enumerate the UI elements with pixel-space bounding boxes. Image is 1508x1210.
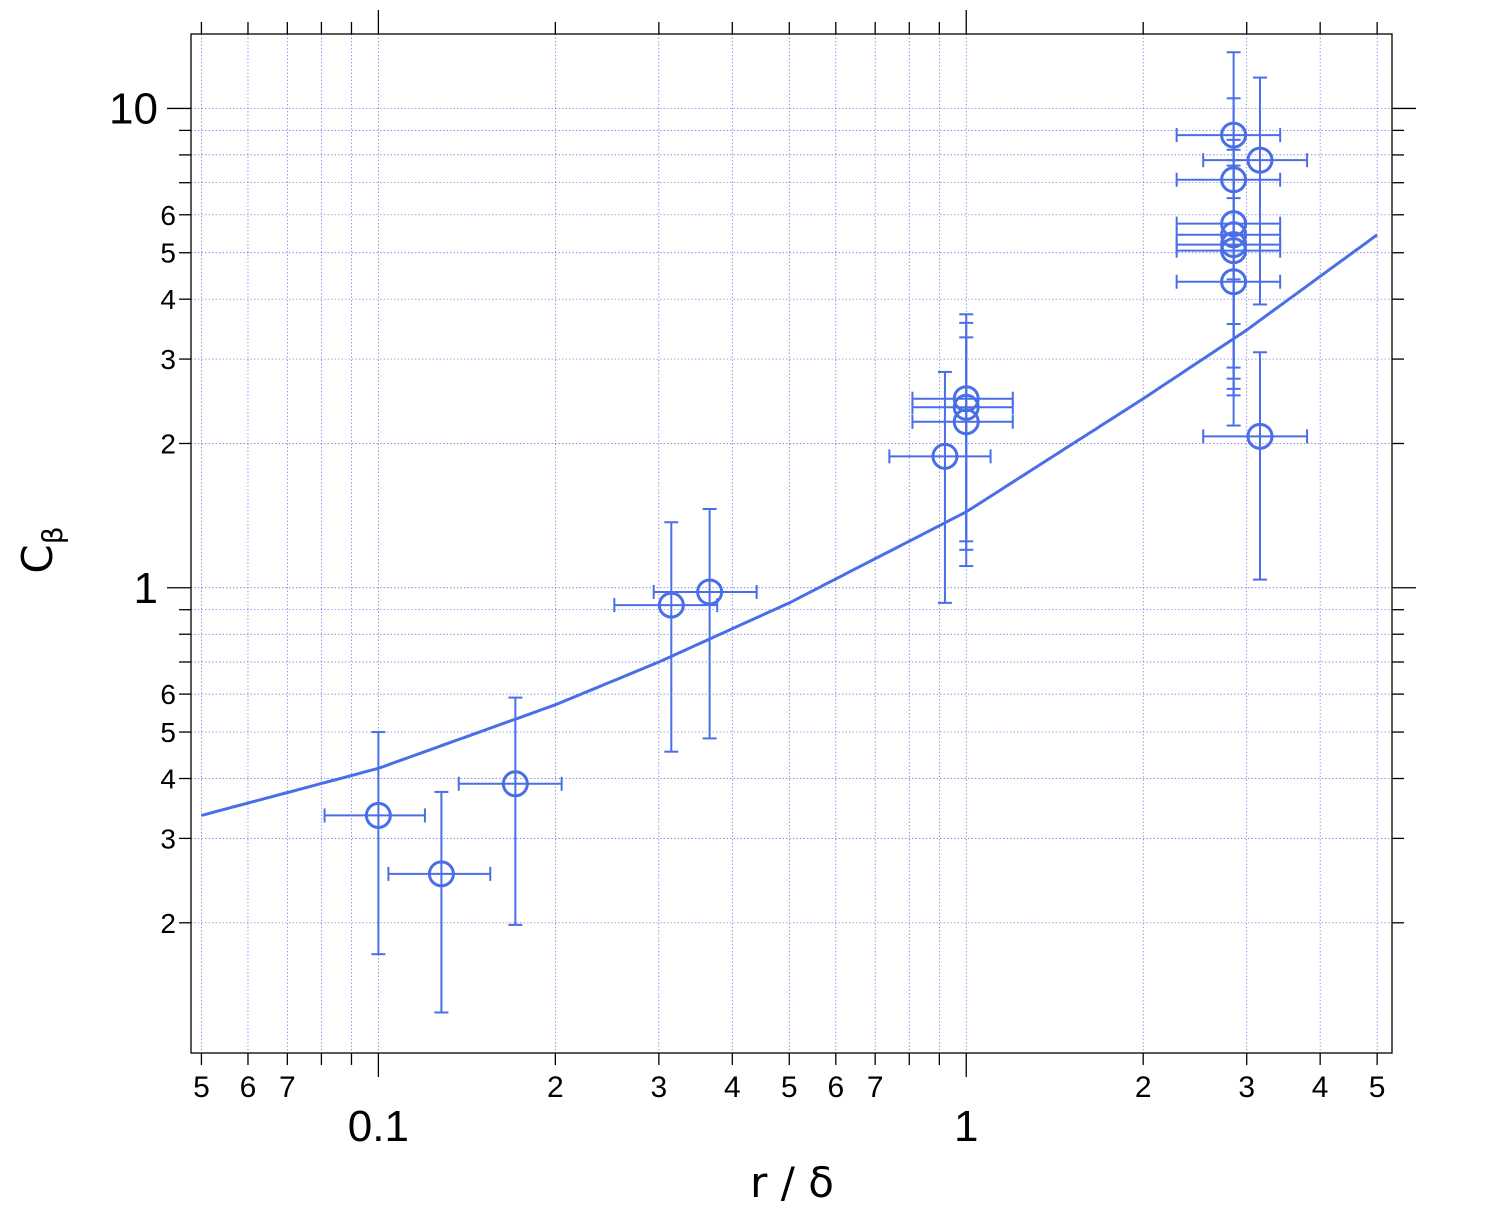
data-point bbox=[457, 696, 563, 926]
fit-curve bbox=[201, 233, 1378, 817]
x-minor-tick-label: 2 bbox=[1135, 1071, 1152, 1104]
y-minor-tick-label: 3 bbox=[160, 823, 176, 854]
x-axis-title: r / δ bbox=[750, 1158, 834, 1207]
y-minor-tick-label: 2 bbox=[160, 428, 176, 459]
data-marker bbox=[1246, 422, 1274, 450]
data-point bbox=[387, 790, 492, 1014]
y-minor-tick-label: 5 bbox=[160, 717, 176, 748]
x-minor-tick-label: 4 bbox=[1312, 1071, 1329, 1104]
plot-frame bbox=[190, 33, 1393, 1054]
axis-ticks bbox=[167, 10, 1416, 1077]
x-minor-tick-label: 6 bbox=[240, 1071, 257, 1104]
y-minor-tick-label: 4 bbox=[160, 284, 176, 315]
data-points bbox=[323, 51, 1309, 1014]
data-point bbox=[911, 321, 1014, 551]
x-major-tick-label: 1 bbox=[954, 1102, 978, 1151]
y-minor-tick-label: 2 bbox=[160, 908, 176, 939]
data-point bbox=[1202, 351, 1309, 581]
x-minor-tick-label: 6 bbox=[827, 1071, 844, 1104]
x-minor-tick-label: 3 bbox=[1238, 1071, 1255, 1104]
data-point bbox=[1175, 159, 1282, 390]
y-minor-tick-label: 4 bbox=[160, 764, 176, 795]
data-point bbox=[323, 731, 426, 956]
x-major-tick-label: 0.1 bbox=[348, 1102, 409, 1151]
data-point bbox=[1175, 164, 1282, 397]
data-point bbox=[1175, 97, 1282, 326]
data-marker bbox=[657, 591, 685, 619]
data-marker bbox=[501, 770, 529, 798]
x-minor-tick-label: 7 bbox=[867, 1071, 884, 1104]
data-point bbox=[911, 336, 1014, 568]
data-marker bbox=[952, 408, 980, 436]
y-major-tick-label: 1 bbox=[134, 564, 158, 613]
data-marker bbox=[1220, 268, 1248, 296]
y-minor-tick-label: 6 bbox=[160, 679, 176, 710]
data-marker bbox=[427, 860, 455, 888]
data-marker bbox=[931, 442, 959, 470]
data-point bbox=[1175, 197, 1282, 427]
data-marker bbox=[364, 801, 392, 829]
data-point bbox=[1175, 148, 1282, 380]
y-minor-tick-label: 5 bbox=[160, 238, 176, 269]
data-point bbox=[911, 313, 1014, 543]
y-axis-title-main: C bbox=[13, 544, 62, 573]
data-marker bbox=[696, 578, 724, 606]
x-minor-tick-label: 5 bbox=[193, 1071, 210, 1104]
data-point bbox=[652, 507, 758, 740]
y-major-tick-label: 10 bbox=[109, 84, 158, 133]
x-minor-tick-label: 5 bbox=[1369, 1071, 1386, 1104]
grid bbox=[191, 34, 1392, 1053]
x-minor-tick-label: 2 bbox=[547, 1071, 564, 1104]
y-minor-tick-label: 6 bbox=[160, 200, 176, 231]
data-marker bbox=[1246, 146, 1274, 174]
data-point bbox=[1202, 76, 1309, 306]
x-minor-tick-label: 7 bbox=[279, 1071, 296, 1104]
svg-text:Cβ: Cβ bbox=[13, 526, 69, 573]
y-axis-title: Cβ bbox=[13, 526, 69, 573]
x-minor-tick-label: 4 bbox=[724, 1071, 741, 1104]
x-minor-tick-label: 5 bbox=[781, 1071, 798, 1104]
data-point bbox=[888, 370, 992, 604]
y-axis-title-subscript: β bbox=[36, 526, 69, 544]
y-minor-tick-label: 3 bbox=[160, 344, 176, 375]
data-point bbox=[613, 521, 719, 753]
x-minor-tick-label: 3 bbox=[651, 1071, 668, 1104]
